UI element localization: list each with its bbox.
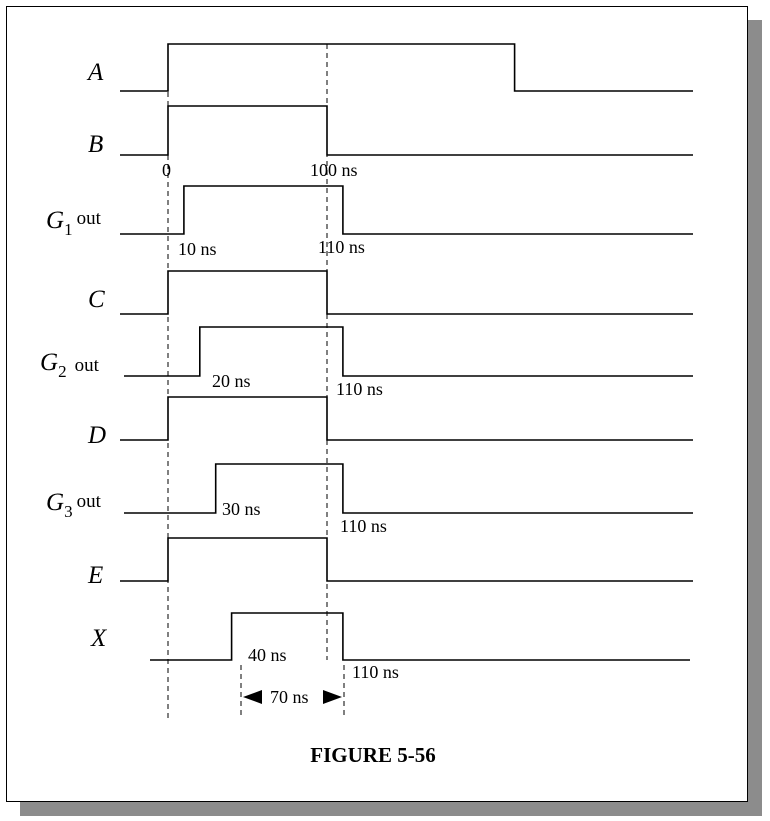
annotation-g2-fall: 110 ns (336, 379, 383, 399)
figure-caption: FIGURE 5-56 (310, 743, 435, 767)
annotation-g1-rise: 10 ns (178, 239, 217, 259)
label-X: X (90, 625, 108, 652)
label-G2: G2 out (40, 349, 100, 381)
annotation-width: 70 ns (270, 687, 309, 707)
label-E: E (87, 562, 103, 589)
label-B: B (88, 131, 103, 158)
label-G3: G3 out (46, 489, 102, 521)
annotation-g1-fall: 110 ns (318, 237, 365, 257)
waveform-X (150, 612, 690, 661)
arrow-left-icon (243, 690, 262, 704)
label-A: A (86, 59, 104, 86)
label-C: C (88, 286, 105, 313)
annotation-g3-rise: 30 ns (222, 499, 261, 519)
annotation-x-fall: 110 ns (352, 662, 399, 682)
label-G1: G1out (46, 207, 102, 239)
waveform-C (120, 270, 693, 315)
waveform-G1 (120, 185, 693, 235)
annotation-g3-fall: 110 ns (340, 516, 387, 536)
annotation-g2-rise: 20 ns (212, 371, 251, 391)
waveform-E (120, 537, 693, 582)
annotation-b-fall: 100 ns (310, 160, 358, 180)
waveform-D (120, 396, 693, 441)
arrow-right-icon (323, 690, 342, 704)
waveform-G2 (124, 326, 693, 377)
label-D: D (87, 422, 106, 449)
waveform-A (120, 43, 693, 92)
annotation-zero: 0 (162, 160, 171, 180)
annotation-x-rise: 40 ns (248, 645, 287, 665)
figure-frame (6, 6, 748, 802)
waveform-B (120, 105, 693, 156)
waveform-G3 (124, 463, 693, 514)
